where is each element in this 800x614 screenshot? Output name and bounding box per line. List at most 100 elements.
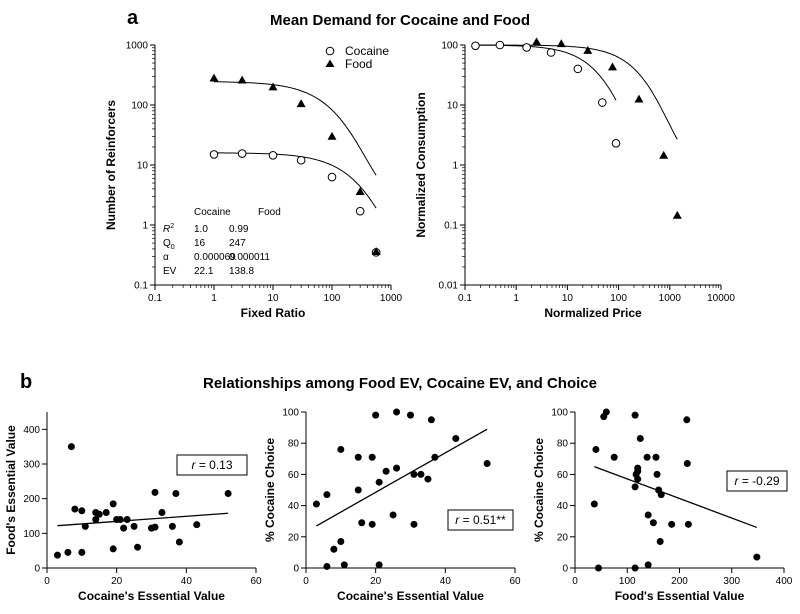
scatter1-point (78, 549, 85, 556)
demand-y-tick-label: 1 (142, 221, 148, 232)
demand-x-tick-label: 10 (267, 293, 279, 304)
scatter1-point (110, 545, 117, 552)
scatter3-point (634, 465, 641, 472)
scatter3-point (634, 476, 641, 483)
normalized-x-tick-label: 100 (610, 293, 627, 304)
normalized-x-tick-label: 10000 (707, 293, 735, 304)
demand-x-axis-label: Fixed Ratio (241, 306, 306, 320)
figure-canvas: a Mean Demand for Cocaine and Food b Rel… (0, 0, 800, 614)
scatter3-point (650, 519, 657, 526)
legend-cocaine-marker (326, 47, 334, 55)
demand-point-cocaine (210, 151, 218, 159)
scatter2-y-axis-label: % Cocaine Choice (263, 438, 277, 542)
scatter2-point (390, 511, 397, 518)
scatter3-point (637, 435, 644, 442)
normalized-point-food (634, 95, 643, 103)
scatter1-x-axis-label: Cocaine's Essential Value (78, 589, 225, 603)
scatter2-y-tick-label: 0 (293, 564, 299, 575)
scatter1-correlation-variable: r (191, 458, 198, 472)
scatter1-x-tick-label: 60 (250, 576, 262, 587)
panel-a-letter: a (127, 7, 139, 29)
scatter3-point (644, 454, 651, 461)
scatter2-point (337, 446, 344, 453)
normalized-point-cocaine (612, 139, 620, 147)
scatter3-point (645, 561, 652, 568)
demand-y-tick-label: 1000 (126, 41, 149, 52)
normalized-fit-curve-food (476, 45, 678, 139)
scatter3-point (592, 446, 599, 453)
scatter2-point (323, 491, 330, 498)
panel-b-letter: b (20, 371, 32, 393)
demand-fit-curve-cocaine (214, 153, 376, 208)
table-row-label-index: 0 (171, 244, 175, 251)
scatter3-point (632, 565, 639, 572)
scatter2-point (376, 479, 383, 486)
demand-point-cocaine (297, 156, 305, 164)
normalized-x-axis-label: Normalized Price (544, 306, 642, 320)
legend-cocaine-label: Cocaine (345, 44, 389, 58)
scatter1-point (169, 523, 176, 530)
legend-food-marker (326, 60, 335, 68)
scatter2-y-tick-label: 80 (288, 439, 300, 450)
scatter2-y-tick-label: 100 (282, 408, 299, 419)
scatter1-point (103, 509, 110, 516)
scatter2-point (417, 471, 424, 478)
scatter3-x-tick-label: 300 (723, 576, 740, 587)
scatter3-point (603, 409, 610, 416)
normalized-y-tick-label: 0.01 (439, 281, 459, 292)
normalized-point-cocaine (472, 42, 480, 50)
table-cell-food: 0.99 (229, 224, 249, 235)
scatter1-point (151, 489, 158, 496)
scatter2-point (407, 412, 414, 419)
table-cell-food: 138.8 (229, 266, 254, 277)
demand-fit-curve-food (214, 82, 376, 175)
normalized-x-tick-label: 10 (562, 293, 574, 304)
legend-food-label: Food (345, 57, 372, 71)
scatter2-point (341, 561, 348, 568)
table-row-label-index: 2 (170, 223, 174, 230)
scatter3-correlation-variable: r (734, 474, 741, 488)
table-row-label: α (163, 252, 169, 263)
scatter3-correlation-label: r = -0.29 (734, 474, 779, 488)
normalized-x-tick-label: 1000 (659, 293, 682, 304)
demand-x-tick-label: 100 (324, 293, 341, 304)
scatter2-point (393, 409, 400, 416)
normalized-point-cocaine (547, 49, 555, 57)
scatter2-x-tick-label: 40 (440, 576, 452, 587)
scatter2-point (369, 521, 376, 528)
scatter1-axes: 0 20 40 600100200300400Cocaine's Essential … (4, 412, 262, 603)
scatter2-correlation-variable: r (455, 513, 462, 527)
scatter2-point (484, 460, 491, 467)
scatter1-x-tick-label: 0 (44, 576, 50, 587)
scatter2-point (410, 521, 417, 528)
scatter2-point (355, 454, 362, 461)
table-cell-cocaine: 1.0 (194, 224, 208, 235)
scatter2-point (330, 546, 337, 553)
scatter1-point (64, 549, 71, 556)
normalized-y-axis-label: Normalized Consumption (414, 92, 428, 237)
scatter2-point (428, 416, 435, 423)
demand-point-food (356, 187, 365, 195)
scatter1-point (120, 525, 127, 532)
scatter3-x-tick-label: 0 (572, 576, 578, 587)
scatter3-point (595, 565, 602, 572)
scatter1-point (134, 544, 141, 551)
scatter2-point (383, 468, 390, 475)
demand-point-food (328, 132, 337, 140)
scatter2-point (369, 454, 376, 461)
scatter1-point (82, 523, 89, 530)
demand-point-cocaine (269, 152, 277, 160)
scatter2-y-tick-label: 60 (288, 470, 300, 481)
table-cell-food: 0.000011 (229, 252, 270, 263)
scatter3-point (654, 471, 661, 478)
scatter2-x-tick-label: 20 (370, 576, 382, 587)
demand-point-food (238, 76, 247, 84)
scatter2-x-axis-label: Cocaine's Essential Value (337, 589, 484, 603)
table-row-label: EV (163, 266, 177, 277)
scatter3-axes: 0 100 200 300 400020406080100Food's Essentia… (532, 408, 793, 604)
scatter2-point (313, 501, 320, 508)
scatter2-point (393, 465, 400, 472)
scatter1-point (158, 509, 165, 516)
scatter3-x-axis-label: Food's Essential Value (615, 589, 745, 603)
